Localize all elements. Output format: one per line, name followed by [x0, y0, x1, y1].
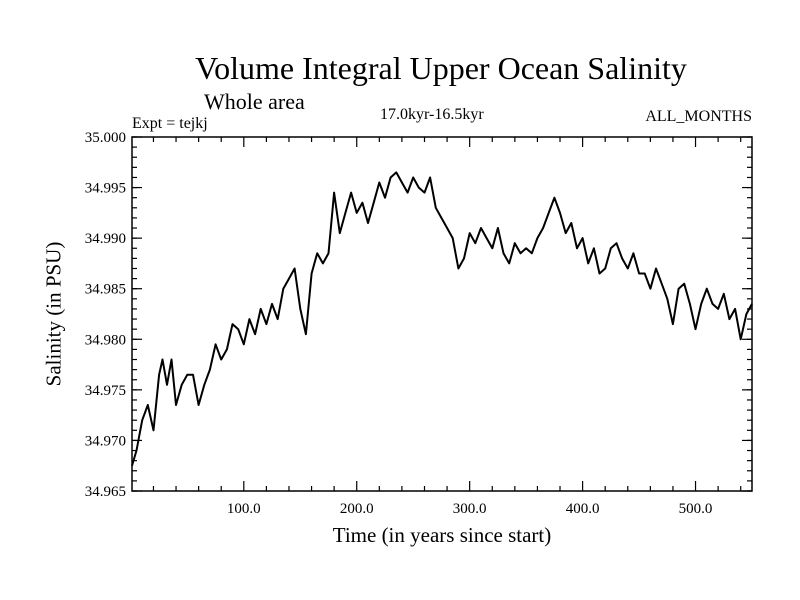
plot-frame [131, 136, 753, 492]
months-label: ALL_MONTHS [645, 108, 752, 125]
y-tick-label: 34.980 [85, 332, 126, 348]
period-label: 17.0kyr-16.5kyr [380, 106, 484, 123]
chart-title: Volume Integral Upper Ocean Salinity [195, 50, 687, 86]
y-tick-label: 34.975 [85, 383, 126, 399]
salinity-series-line [131, 171, 753, 466]
y-tick-label: 35.000 [85, 130, 126, 146]
x-tick-label: 100.0 [227, 501, 261, 517]
x-tick-label: 300.0 [453, 501, 487, 517]
y-tick-label: 34.970 [85, 433, 126, 449]
y-tick-label: 34.965 [85, 484, 126, 500]
y-tick-label: 34.995 [85, 181, 126, 197]
x-tick-label: 500.0 [679, 501, 713, 517]
x-axis-label: Time (in years since start) [332, 523, 552, 547]
axis-ticks: 34.965 34.970 34.975 34.980 34.985 34.990 34.9… [85, 130, 752, 517]
experiment-label: Expt = tejkj [132, 115, 208, 132]
y-tick-label: 34.985 [85, 282, 126, 298]
chart-subtitle: Whole area [204, 89, 305, 114]
x-tick-label: 400.0 [566, 501, 600, 517]
y-tick-label: 34.990 [85, 231, 126, 247]
x-tick-label: 200.0 [340, 501, 374, 517]
